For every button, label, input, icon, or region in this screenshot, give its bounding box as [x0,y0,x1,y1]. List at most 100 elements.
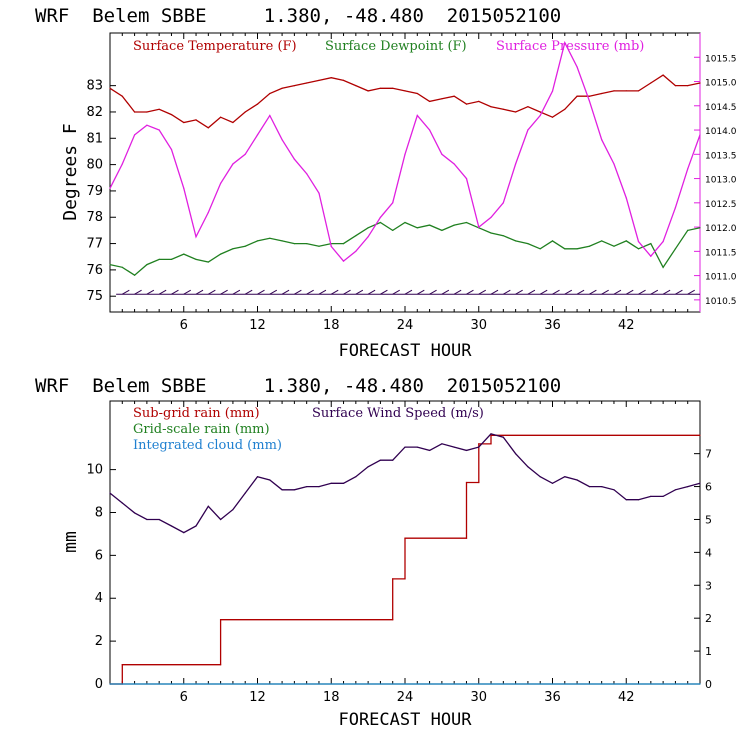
data-point [269,237,271,239]
data-point [392,459,394,461]
data-point [306,173,308,175]
data-point [244,153,246,155]
wind-barb [478,289,486,295]
wind-barb [146,289,155,295]
data-point [613,245,615,247]
data-point [515,240,517,242]
data-point [416,446,418,448]
series-line-surface-dewpoint-f [109,221,701,277]
wind-barb [503,289,511,295]
data-point [699,82,701,84]
y2-tick-label: 1 [705,645,712,658]
x-tick-label: 12 [249,318,266,333]
y-tick-label: 10 [86,463,103,478]
data-point [601,92,603,95]
data-point [502,108,504,110]
data-point [478,100,480,102]
data-point [564,42,566,44]
legend-surface-dewpoint: Surface Dewpoint (F) [325,39,467,54]
data-point [490,232,492,234]
data-point [183,121,185,124]
data-point [158,258,160,260]
data-point [601,240,603,242]
top-y-axis-label: Degrees F [60,123,81,221]
data-point [416,114,418,117]
data-point [441,229,443,231]
y2-tick-label: 1011.0 [705,273,737,283]
data-point [330,77,332,79]
data-point [699,227,701,229]
data-point [551,116,554,118]
data-point [490,443,492,445]
data-point [539,114,541,117]
y-tick-label: 2 [95,634,103,649]
data-point [404,153,406,155]
series-line-surface-temperature-f [109,74,701,129]
y-tick-label: 4 [95,591,103,606]
data-point [170,114,173,116]
wind-barb [589,289,597,295]
data-point [404,90,406,92]
data-point [613,90,615,92]
data-point [551,240,554,242]
data-point [539,476,541,478]
wind-barb [220,289,228,295]
data-point [355,235,357,237]
data-point [674,85,677,87]
data-point [429,129,431,131]
data-point [650,82,652,84]
y-tick-label: 79 [86,184,103,199]
data-point [293,243,295,245]
data-point [281,240,283,242]
data-point [244,245,246,247]
data-point [330,245,332,248]
data-point [207,505,209,507]
y2-tick-label: 2 [705,612,712,625]
data-point [170,148,173,151]
data-point [637,499,640,501]
data-point [134,274,136,276]
data-point [121,664,123,666]
data-point [699,434,701,436]
wind-barb [675,289,683,295]
data-point [293,85,295,87]
y-tick-label: 82 [86,105,103,120]
data-point [576,248,578,250]
wind-barb [564,289,573,295]
x-tick-label: 18 [323,318,340,333]
wind-barb [626,289,634,295]
data-point [183,187,185,189]
wind-barb [306,289,314,295]
data-point [392,578,394,580]
y2-tick-label: 6 [705,481,712,494]
legend-surface-pressure: Surface Pressure (mb) [496,39,644,54]
data-point [232,248,234,250]
data-point [109,87,111,89]
data-point [551,90,554,92]
data-point [465,481,468,484]
data-point [392,202,394,204]
y-tick-label: 80 [86,158,103,173]
data-point [207,261,209,263]
data-point [429,449,431,451]
data-point [392,619,394,621]
data-point [269,114,271,117]
data-point [220,619,222,621]
y2-tick-label: 5 [705,513,712,526]
data-point [146,111,148,113]
wind-barb [367,289,376,295]
x-tick-label: 6 [180,318,188,333]
data-point [515,453,517,455]
y-tick-label: 81 [86,131,103,146]
bottom-x-axis: 6 12 18 24 30 36 42 [121,401,689,705]
data-point [625,197,627,199]
data-point [515,163,517,165]
top-x-axis: 6 12 18 24 30 36 42 [121,33,689,333]
wind-barb [158,289,167,295]
data-point [601,139,603,141]
data-point [465,449,468,451]
data-point [478,446,480,448]
y-tick-label: 76 [86,263,103,278]
y2-tick-label: 1013.5 [705,151,737,161]
